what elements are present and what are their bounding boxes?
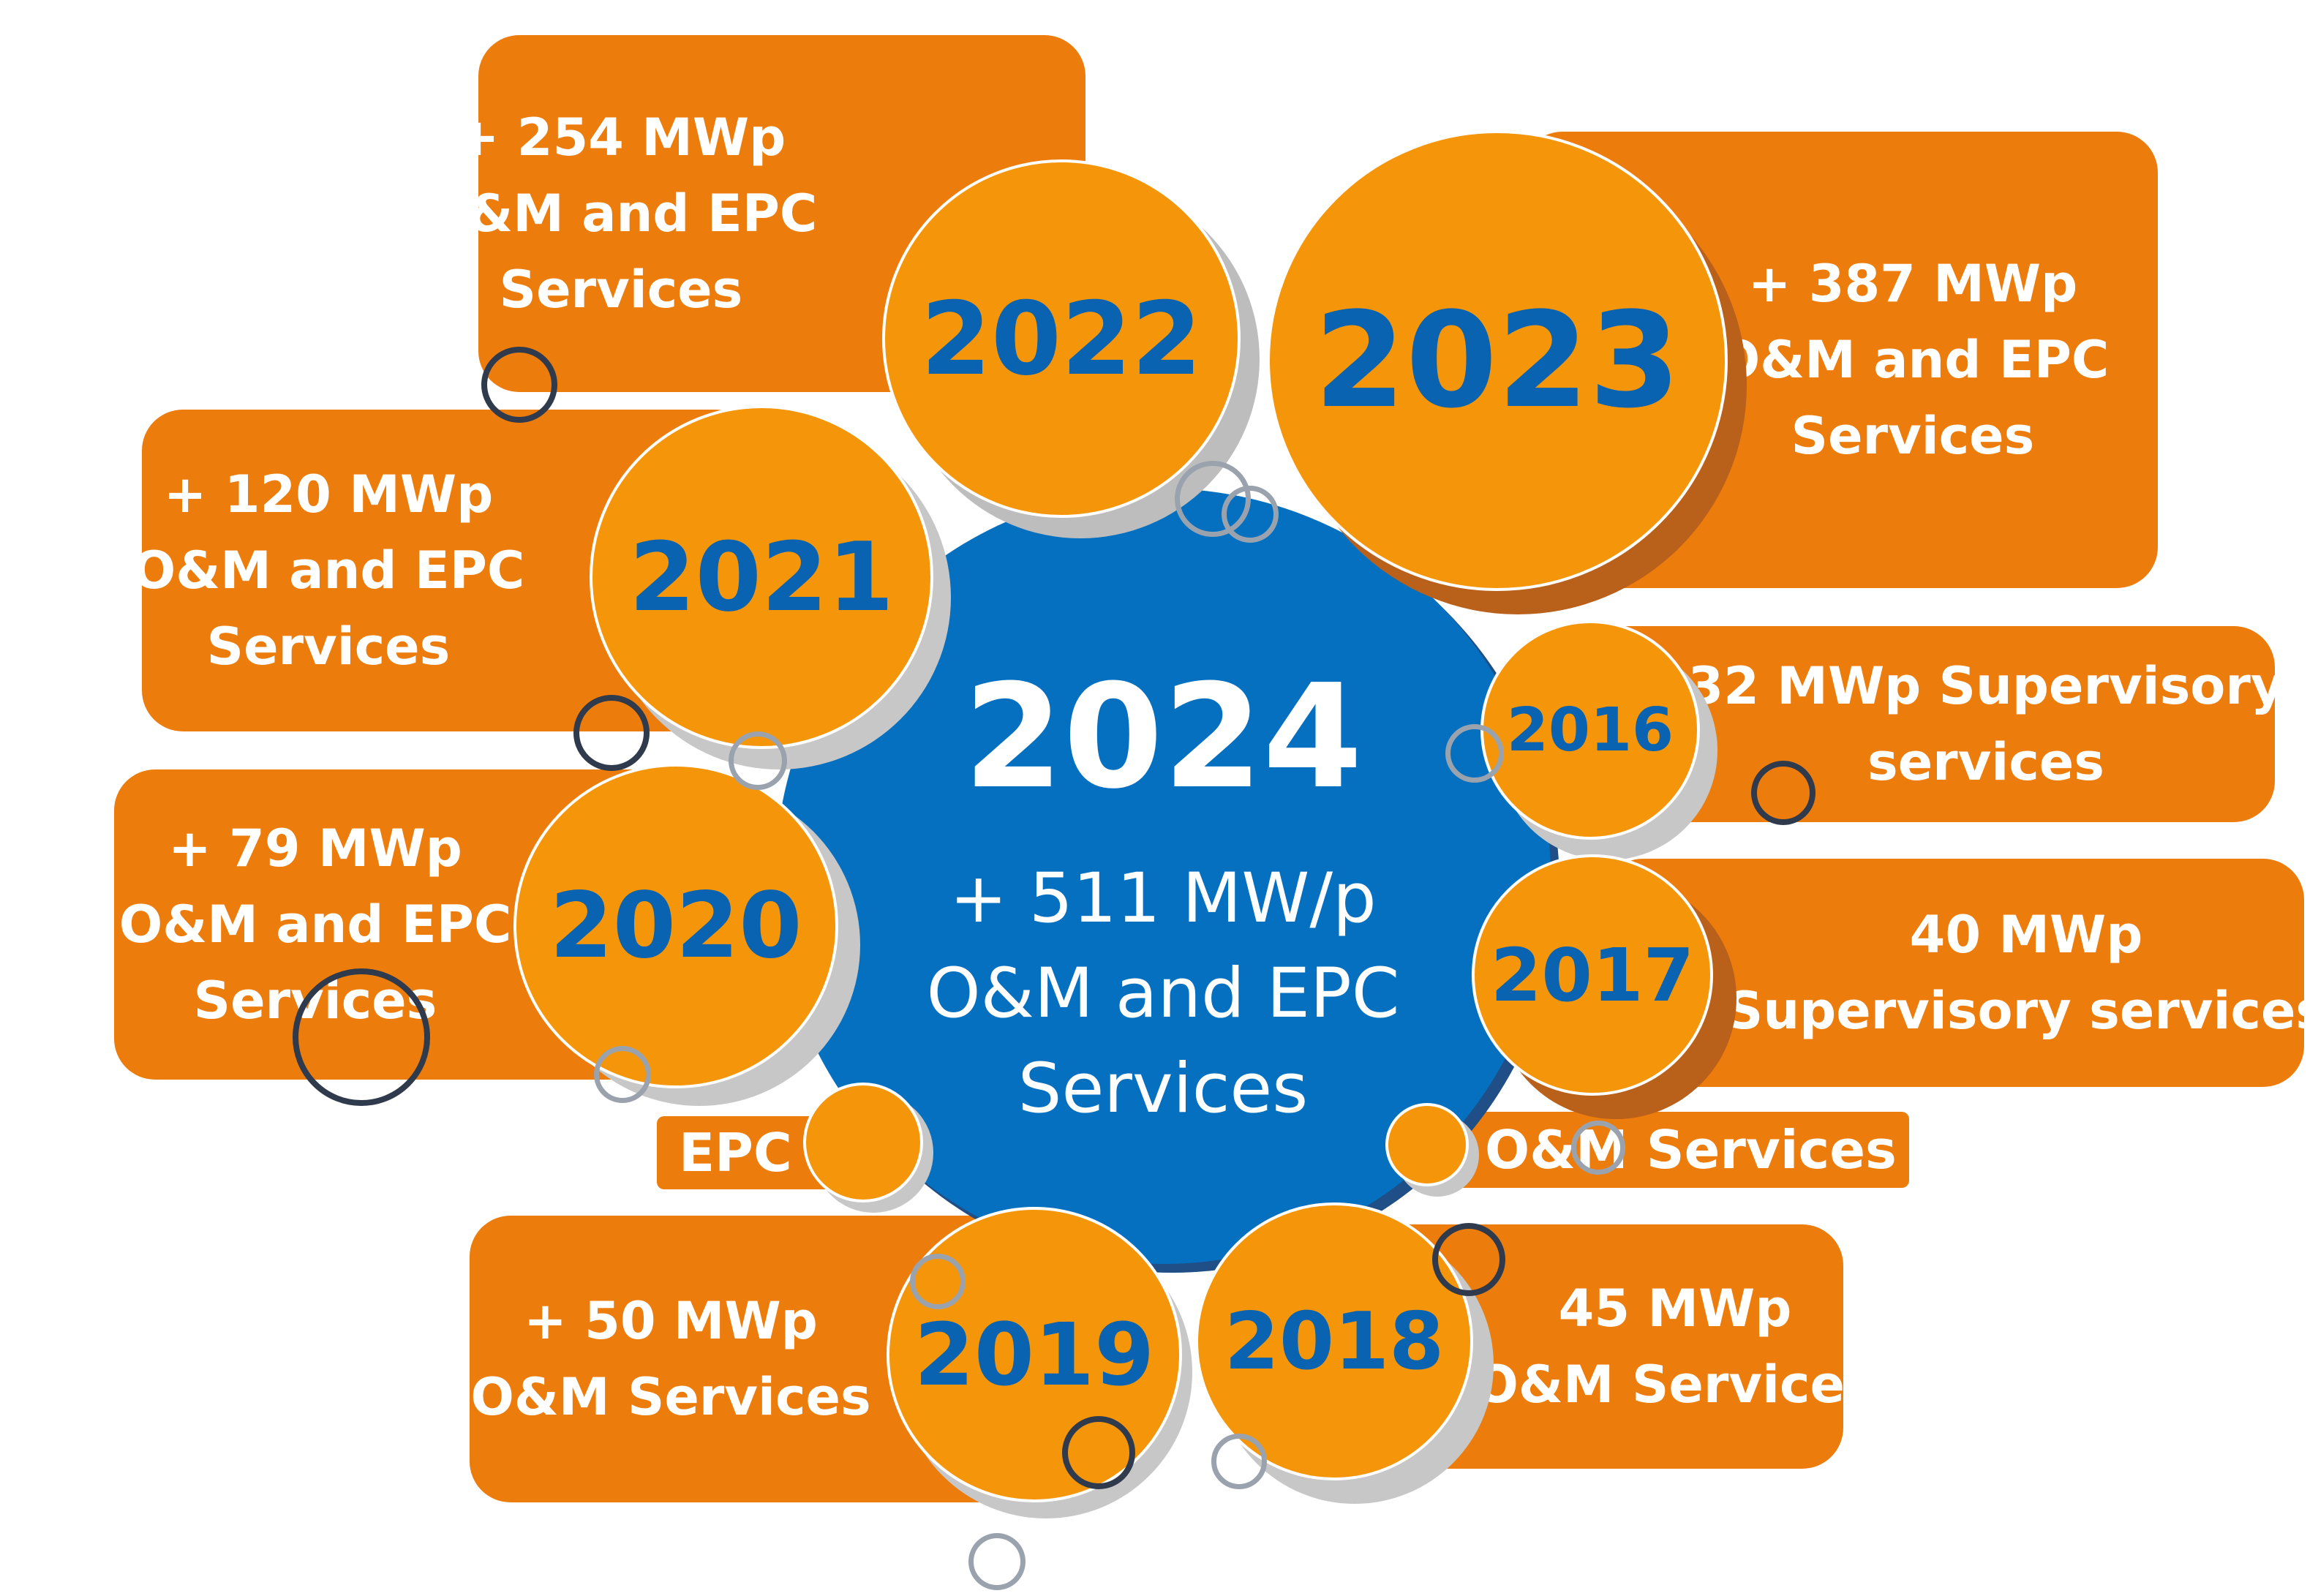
circle-2018: 2018: [1195, 1202, 1473, 1480]
milestone-2016-line-2: services: [1867, 732, 2104, 792]
decorative-ring: [573, 695, 650, 771]
milestone-2018-line-1: 45 MWp: [1558, 1279, 1792, 1339]
center-line-1: + 511 MW/p: [949, 859, 1377, 938]
decorative-ring: [729, 731, 787, 790]
circle-2016: 2016: [1480, 620, 1700, 840]
milestone-2021-line-1: + 120 MWp: [163, 464, 494, 524]
milestone-2019-line-2: O&M Services: [470, 1367, 871, 1427]
decorative-ring: [1432, 1223, 1505, 1296]
year-2021: 2021: [629, 522, 894, 633]
circle-2023: 2023: [1267, 130, 1728, 591]
milestone-2020-line-2: O&M and EPC: [118, 895, 512, 955]
legend-om-tag: O&M Services: [1412, 1112, 1909, 1188]
decorative-ring: [1445, 724, 1504, 783]
circle-2019: 2019: [887, 1207, 1182, 1502]
circle-2017: 2017: [1472, 854, 1713, 1096]
decorative-ring: [293, 968, 430, 1106]
year-2016: 2016: [1506, 695, 1674, 765]
legend-epc-label: EPC: [679, 1122, 792, 1183]
legend-epc-dot: [803, 1083, 923, 1202]
year-2020: 2020: [549, 873, 802, 979]
year-2023: 2023: [1314, 284, 1681, 437]
milestone-2021-line-2: O&M and EPC: [132, 541, 525, 601]
milestone-2020-line-1: + 79 MWp: [168, 818, 462, 878]
year-2022: 2022: [920, 279, 1203, 398]
milestone-2023-line-2: O&M and EPC: [1716, 330, 2110, 390]
milestone-2022-line-2: O&M and EPC: [424, 184, 818, 244]
milestone-2018-line-2: O&M Services: [1475, 1355, 1875, 1415]
milestone-2016-line-1: 32 MWp Supervisory: [1687, 656, 2284, 716]
milestone-2023-line-1: + 387 MWp: [1747, 254, 2078, 314]
center-year: 2024: [963, 654, 1363, 821]
year-2019: 2019: [914, 1304, 1155, 1405]
decorative-ring: [910, 1254, 966, 1309]
decorative-ring: [1211, 1434, 1267, 1489]
circle-2022: 2022: [882, 159, 1241, 518]
year-2018: 2018: [1224, 1295, 1445, 1388]
decorative-ring: [1571, 1121, 1625, 1175]
decorative-ring: [1222, 486, 1279, 543]
circle-2021: 2021: [590, 405, 933, 749]
year-2017: 2017: [1490, 932, 1695, 1018]
milestone-2021-line-3: Services: [206, 617, 451, 677]
circle-2020: 2020: [513, 764, 838, 1088]
milestone-2022-line-3: Services: [499, 260, 743, 320]
decorative-ring: [1062, 1416, 1135, 1489]
milestone-2023-line-3: Services: [1791, 406, 2035, 466]
legend-om-dot: [1385, 1103, 1469, 1186]
milestone-2017-line-1: 40 MWp: [1909, 905, 2143, 965]
decorative-ring: [968, 1533, 1026, 1590]
decorative-ring: [1751, 761, 1815, 825]
center-line-3: Services: [1017, 1049, 1309, 1129]
center-line-2: O&M and EPC: [926, 954, 1400, 1034]
legend-om-label: O&M Services: [1485, 1119, 1897, 1181]
decorative-ring: [481, 347, 557, 423]
decorative-ring: [594, 1046, 651, 1103]
milestone-2017-line-2: Supervisory services: [1726, 981, 2318, 1041]
milestone-2022-line-1: + 254 MWp: [456, 108, 786, 167]
milestone-2019-line-1: + 50 MWp: [524, 1291, 818, 1351]
